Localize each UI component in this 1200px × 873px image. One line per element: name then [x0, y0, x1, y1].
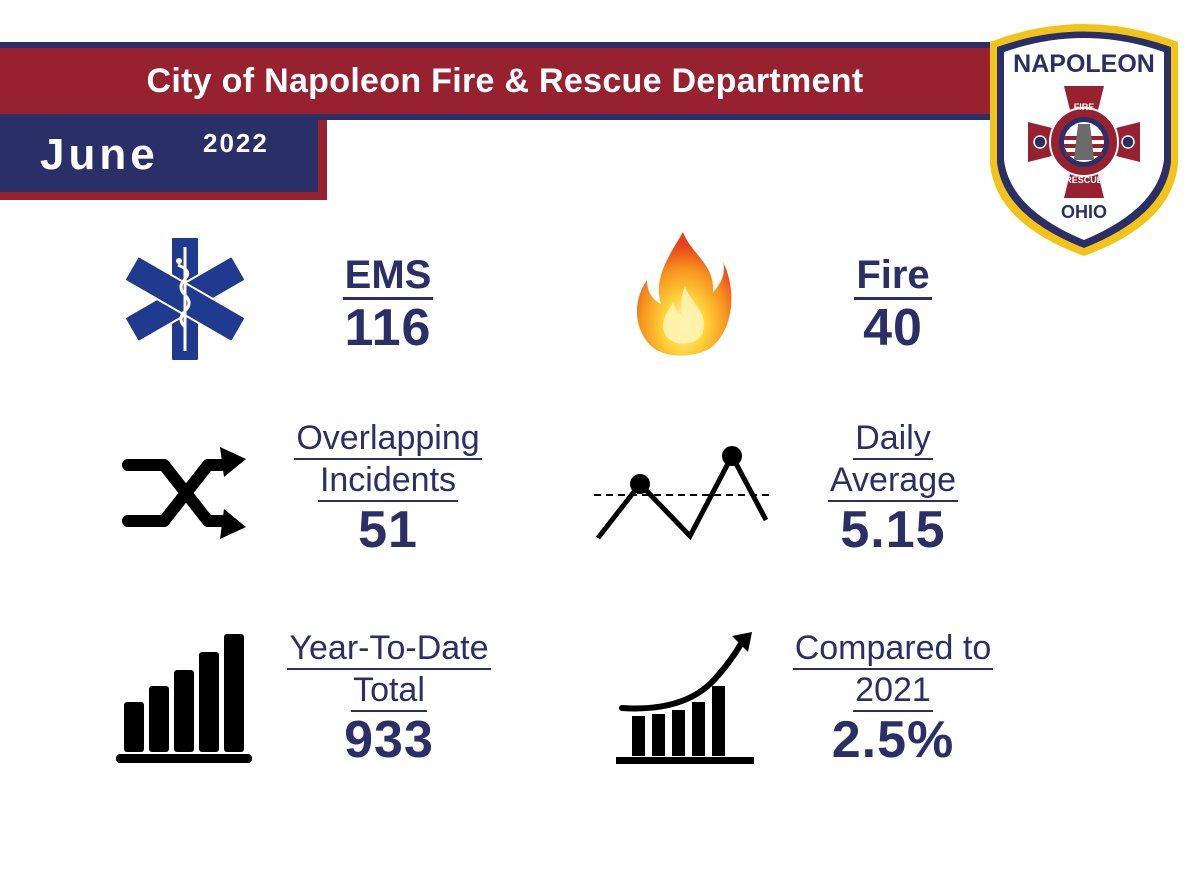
growth-chart-icon: [616, 632, 754, 764]
ytd-label-line1: Year-To-Date: [287, 628, 491, 670]
ems-value: 116: [344, 299, 432, 357]
month-label: June: [40, 130, 159, 179]
fire-label: Fire: [854, 253, 932, 300]
shuffle-arrows-icon: [122, 447, 246, 539]
bar-chart-icon: [116, 634, 252, 763]
compared-stat: Compared to 2021 2.5%: [780, 628, 1006, 768]
badge-name-text: NAPOLEON: [1013, 50, 1155, 78]
badge-bottom-text: RESCUE: [1065, 175, 1103, 185]
ytd-stat: Year-To-Date Total 933: [278, 628, 500, 768]
page-title: City of Napoleon Fire & Rescue Departmen…: [146, 62, 864, 100]
date-box: [0, 120, 318, 192]
compared-label-line1: Compared to: [792, 628, 994, 670]
badge-state-text: OHIO: [1061, 202, 1107, 222]
daily-average-label-line1: Daily: [853, 418, 933, 460]
year-label: 2022: [203, 128, 269, 158]
daily-average-label-line2: Average: [827, 460, 959, 502]
header-stripe-top: [0, 42, 1000, 48]
line-trend-icon: [594, 446, 774, 541]
ytd-label-line2: Total: [351, 670, 427, 712]
ems-stat: EMS 116: [300, 253, 476, 356]
daily-average-stat: Daily Average 5.15: [812, 418, 974, 558]
header-banner: [0, 48, 1000, 114]
fire-stat: Fire 40: [820, 253, 966, 356]
header-stripe-bottom: [0, 114, 1000, 120]
overlapping-label-line1: Overlapping: [294, 418, 482, 460]
ytd-value: 933: [344, 711, 434, 769]
overlapping-value: 51: [358, 501, 418, 559]
overlapping-stat: Overlapping Incidents 51: [276, 418, 500, 558]
flame-icon: [636, 232, 732, 356]
compared-label-line2: 2021: [853, 670, 933, 712]
daily-average-value: 5.15: [840, 501, 946, 559]
department-badge-logo: NAPOLEON FIRE RESCUE OHIO: [990, 24, 1178, 256]
overlapping-label-line2: Incidents: [317, 460, 459, 502]
star-of-life-icon: [124, 236, 246, 362]
ems-label: EMS: [342, 253, 434, 300]
badge-top-text: FIRE: [1074, 102, 1095, 112]
fire-value: 40: [863, 299, 923, 357]
compared-value: 2.5%: [831, 711, 955, 769]
